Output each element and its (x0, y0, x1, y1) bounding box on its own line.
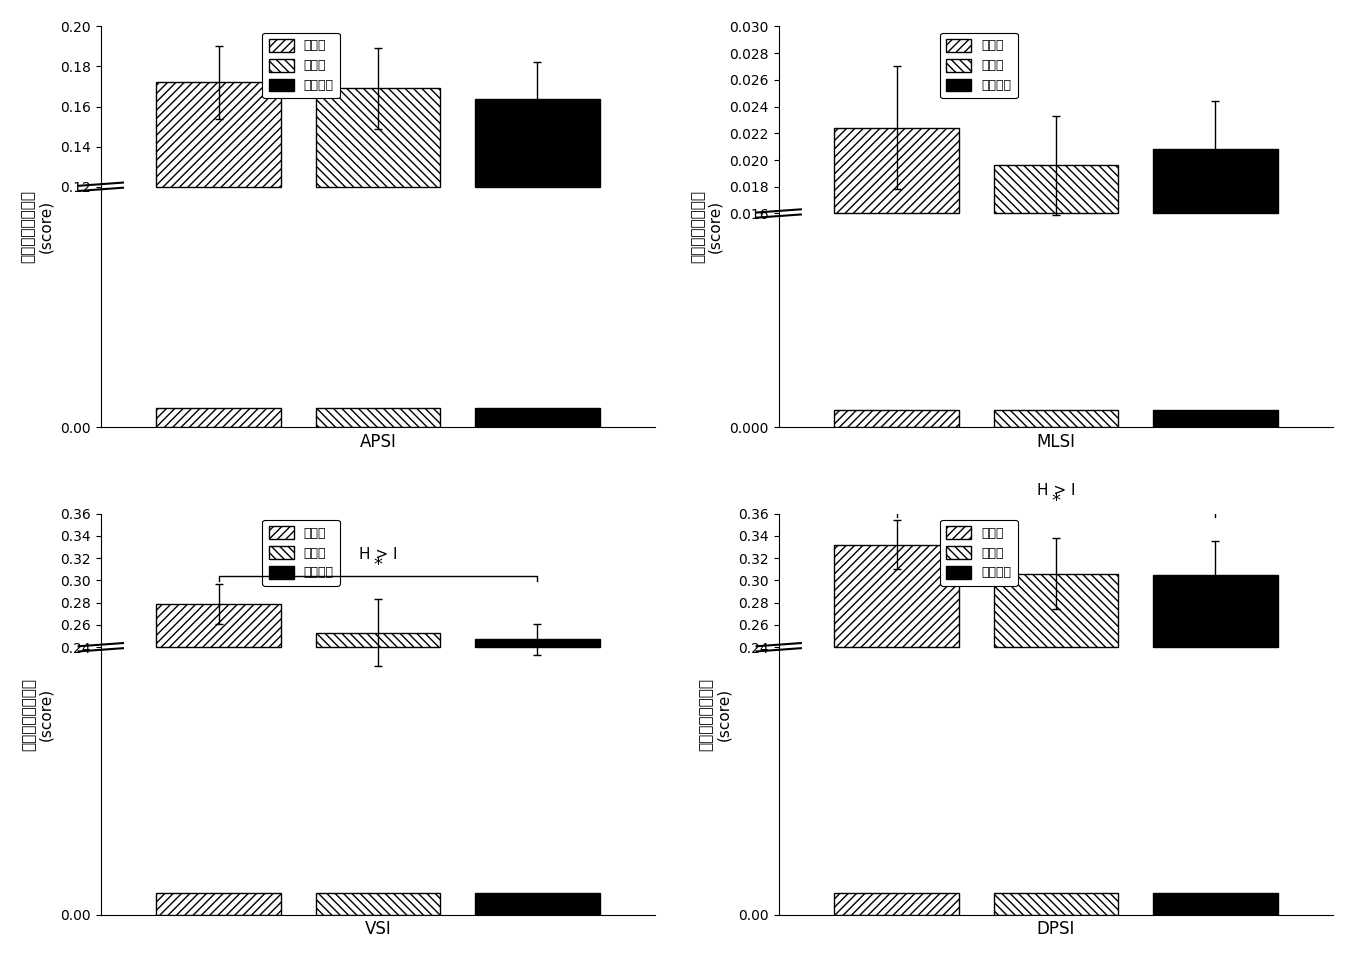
Bar (1154, 410, 1278, 428)
Bar (156, 893, 282, 915)
Text: H > I: H > I (1037, 483, 1075, 498)
Bar (315, 893, 440, 915)
Bar (1154, 574, 1278, 647)
Legend: 健康組, 潛在組, 不穩定組: 健康組, 潛在組, 不穩定組 (263, 33, 340, 99)
Y-axis label: 動態姿勢穩定指數
(score): 動態姿勢穩定指數 (score) (699, 678, 731, 751)
Bar (994, 165, 1118, 214)
Bar (475, 409, 600, 428)
Bar (315, 88, 440, 187)
Legend: 健康組, 潛在組, 不穩定組: 健康組, 潛在組, 不穩定組 (263, 520, 340, 586)
Bar (1154, 893, 1278, 915)
Text: *: * (1052, 492, 1060, 510)
Bar (156, 82, 282, 187)
Bar (834, 893, 959, 915)
X-axis label: DPSI: DPSI (1037, 921, 1075, 938)
Y-axis label: 動態姿勢穩定指數
(score): 動態姿勢穩定指數 (score) (20, 191, 53, 264)
Text: H > I: H > I (359, 547, 397, 562)
Bar (156, 604, 282, 647)
Y-axis label: 動態姿勢穩定指數
(score): 動態姿勢穩定指數 (score) (20, 678, 53, 751)
Bar (834, 410, 959, 428)
Bar (315, 409, 440, 428)
Bar (994, 573, 1118, 647)
Y-axis label: 動態姿勢穩定指數
(score): 動態姿勢穩定指數 (score) (691, 191, 723, 264)
Bar (475, 640, 600, 647)
Bar (1154, 150, 1278, 214)
Legend: 健康組, 潛在組, 不穩定組: 健康組, 潛在組, 不穩定組 (940, 33, 1018, 99)
Text: *: * (374, 555, 383, 573)
Bar (994, 893, 1118, 915)
Bar (834, 545, 959, 647)
X-axis label: APSI: APSI (360, 433, 397, 451)
X-axis label: MLSI: MLSI (1036, 433, 1075, 451)
X-axis label: VSI: VSI (364, 921, 391, 938)
Bar (475, 99, 600, 187)
Bar (475, 893, 600, 915)
Bar (994, 410, 1118, 428)
Bar (315, 633, 440, 647)
Legend: 健康組, 潛在組, 不穩定組: 健康組, 潛在組, 不穩定組 (940, 520, 1018, 586)
Bar (156, 409, 282, 428)
Bar (834, 128, 959, 214)
